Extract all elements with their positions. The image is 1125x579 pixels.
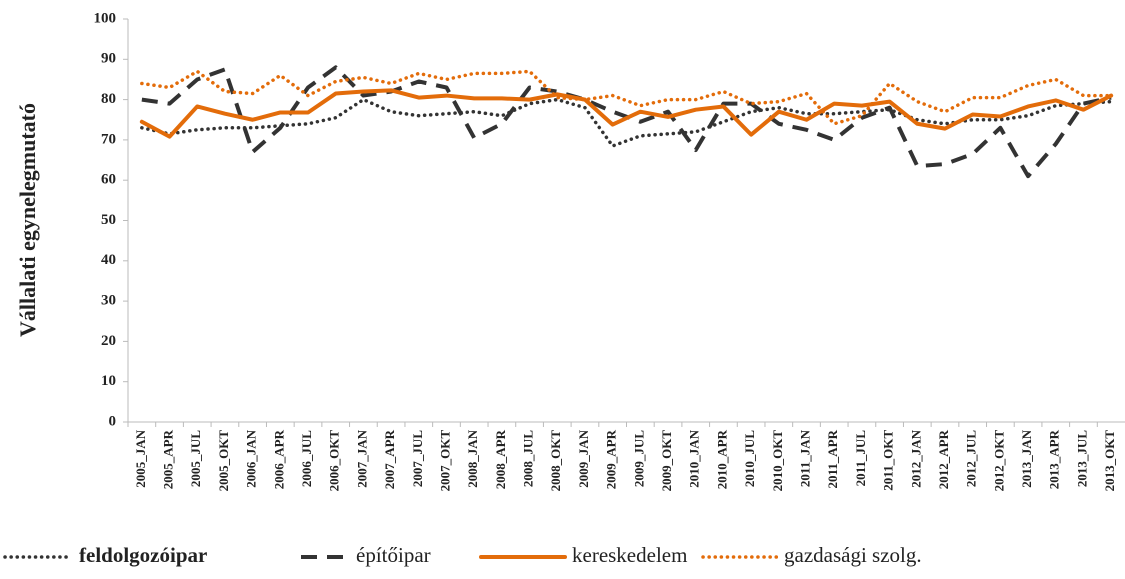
series-line — [140, 69, 1113, 126]
series-line — [140, 97, 1113, 148]
series-line — [139, 88, 1114, 139]
x-tick-label: 2009_OKT — [659, 430, 674, 492]
x-tick-label: 2013_APR — [1047, 429, 1062, 489]
x-tick-label: 2011_OKT — [881, 430, 896, 491]
x-tick-label: 2008_OKT — [548, 430, 563, 492]
y-tick-label: 20 — [101, 333, 116, 349]
y-tick-label: 70 — [101, 131, 116, 147]
x-tick-label: 2006_OKT — [327, 430, 342, 492]
x-tick-label: 2006_JAN — [244, 429, 259, 487]
x-tick-label: 2011_APR — [825, 429, 840, 488]
x-tick-label: 2006_JUL — [299, 430, 314, 487]
x-tick-label: 2010_JAN — [687, 429, 702, 487]
x-tick-label: 2006_APR — [271, 429, 286, 489]
legend-label: gazdasági szolg. — [784, 543, 922, 567]
y-tick-label: 60 — [101, 172, 116, 188]
x-tick-label: 2009_APR — [604, 429, 619, 489]
x-tick-label: 2012_OKT — [991, 430, 1006, 492]
legend-label: építőipar — [356, 543, 431, 567]
y-tick-label: 50 — [101, 212, 116, 228]
x-tick-label: 2009_JAN — [576, 429, 591, 487]
x-tick-label: 2010_APR — [714, 429, 729, 489]
x-tick-label: 2012_JUL — [964, 430, 979, 487]
x-tick-label: 2013_JUL — [1074, 430, 1089, 487]
legend-label: kereskedelem — [572, 543, 687, 567]
x-tick-label: 2013_JAN — [1019, 429, 1034, 487]
x-tick-label: 2005_JAN — [133, 429, 148, 487]
x-tick-label: 2007_JAN — [354, 429, 369, 487]
y-tick-label: 100 — [94, 10, 117, 26]
y-tick-label: 0 — [109, 413, 117, 429]
x-tick-label: 2010_OKT — [770, 430, 785, 492]
x-tick-label: 2005_OKT — [216, 430, 231, 492]
x-tick-label: 2009_JUL — [631, 430, 646, 487]
x-tick-label: 2008_APR — [493, 429, 508, 489]
x-tick-label: 2008_JUL — [521, 430, 536, 487]
y-axis-label: Vállalati egynelegmutató — [15, 103, 40, 337]
x-tick-label: 2007_JUL — [410, 430, 425, 487]
x-tick-label: 2012_JAN — [908, 429, 923, 487]
legend-label: feldolgozóipar — [79, 543, 207, 567]
x-tick-label: 2013_OKT — [1102, 430, 1117, 492]
x-tick-label: 2008_JAN — [465, 429, 480, 487]
x-tick-label: 2011_JAN — [797, 429, 812, 487]
x-tick-label: 2005_APR — [161, 429, 176, 489]
x-tick-label: 2012_APR — [936, 429, 951, 489]
y-tick-label: 10 — [101, 373, 116, 389]
y-tick-label: 80 — [101, 91, 116, 107]
y-tick-label: 90 — [101, 51, 116, 67]
x-tick-label: 2010_JUL — [742, 430, 757, 487]
x-tick-label: 2005_JUL — [188, 430, 203, 487]
y-tick-label: 40 — [101, 252, 116, 268]
x-tick-label: 2007_OKT — [437, 430, 452, 492]
x-tick-label: 2011_JUL — [853, 430, 868, 487]
x-tick-label: 2007_APR — [382, 429, 397, 489]
y-tick-label: 30 — [101, 293, 116, 309]
